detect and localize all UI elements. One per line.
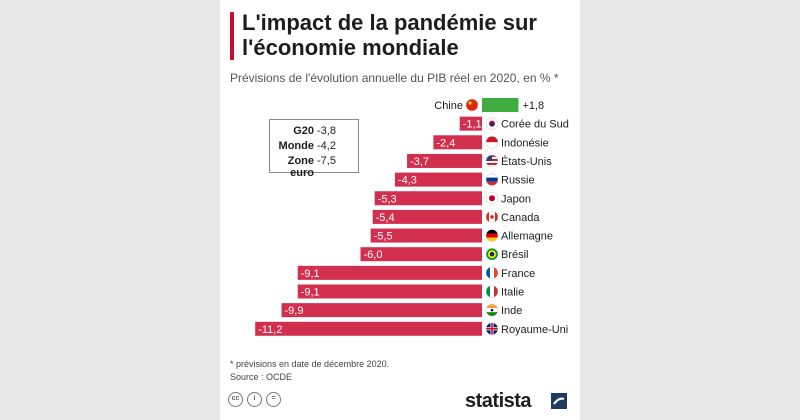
summary-row: Zone euro -7,5 (270, 155, 358, 179)
category-label: Chine (434, 100, 463, 112)
value-label: -9,1 (301, 268, 320, 280)
value-label: -5,4 (376, 212, 395, 224)
category-label: Allemagne (501, 231, 553, 243)
bar (407, 153, 482, 168)
category-label: Japon (501, 193, 531, 205)
bar (394, 172, 482, 187)
bar (459, 116, 482, 131)
nd-icon[interactable]: = (266, 392, 281, 407)
statista-logo-icon[interactable] (551, 393, 567, 409)
bar (360, 247, 482, 262)
category-label: Italie (501, 287, 524, 299)
category-label: Inde (501, 305, 522, 317)
value-label: -9,1 (301, 287, 320, 299)
value-label: -2,4 (436, 137, 455, 149)
category-label: Indonésie (501, 137, 549, 149)
chart-subtitle: Prévisions de l'évolution annuelle du PI… (230, 71, 559, 85)
value-label: -11,2 (258, 324, 282, 336)
bar (374, 191, 482, 206)
category-label: Corée du Sud (501, 119, 569, 131)
by-icon[interactable]: i (247, 392, 262, 407)
category-label: États-Unis (501, 155, 552, 168)
flag-gb-icon (485, 322, 499, 336)
bar (297, 265, 482, 280)
flag-it-icon (485, 285, 499, 298)
flag-id-icon (485, 136, 499, 149)
bar (372, 209, 482, 224)
statista-logo[interactable]: statista (465, 390, 532, 412)
flag-cn-icon (465, 98, 479, 112)
bar (297, 284, 482, 299)
flag-kr-icon (485, 117, 499, 130)
flag-jp-icon (485, 192, 499, 205)
flag-us-icon (485, 154, 499, 168)
bar (281, 303, 482, 318)
bar (370, 228, 482, 243)
summary-label: G20 (293, 125, 314, 137)
bar (482, 98, 519, 112)
cc-icon[interactable]: cc (228, 392, 243, 407)
footnote: * prévisions en date de décembre 2020. (230, 359, 390, 369)
value-label: -5,3 (378, 193, 397, 205)
title-accent-bar (230, 12, 234, 60)
category-label: France (501, 268, 535, 280)
summary-label: Monde (278, 140, 314, 152)
flag-ru-icon (485, 173, 499, 186)
value-label: -9,9 (285, 305, 304, 317)
bar (255, 321, 482, 336)
value-label: -4,3 (398, 175, 417, 187)
source-note: Source : OCDE (230, 372, 293, 382)
summary-value: -7,5 (317, 155, 336, 167)
category-label: Canada (501, 212, 540, 224)
value-label: +1,8 (522, 100, 544, 112)
category-label: Russie (501, 175, 535, 187)
summary-box: G20 -3,8 Monde -4,2 Zone euro -7,5 (269, 119, 359, 179)
category-label: Royaume-Uni (501, 324, 568, 336)
summary-label: Zone euro (287, 155, 314, 179)
flag-in-icon (485, 303, 499, 317)
flag-fr-icon (485, 266, 499, 280)
summary-value: -3,8 (317, 125, 336, 137)
chart-title: L'impact de la pandémie sur l'économie m… (242, 10, 537, 60)
flag-ca-icon (485, 210, 499, 224)
bar-chart: +1,8 Chine-1,1 Corée du Sud -2,4 Indonésie -3… (255, 98, 569, 336)
flag-de-icon (485, 229, 499, 242)
category-label: Brésil (501, 249, 529, 261)
value-label: -6,0 (364, 249, 383, 261)
value-label: -3,7 (410, 156, 429, 168)
value-label: -1,1 (463, 119, 482, 131)
summary-value: -4,2 (317, 140, 336, 152)
summary-row: G20 -3,8 (270, 125, 358, 139)
bar (433, 135, 482, 150)
value-label: -5,5 (374, 231, 393, 243)
flag-br-icon (485, 247, 499, 261)
infographic-card: L'impact de la pandémie sur l'économie m… (220, 0, 580, 420)
summary-row: Monde -4,2 (270, 140, 358, 154)
